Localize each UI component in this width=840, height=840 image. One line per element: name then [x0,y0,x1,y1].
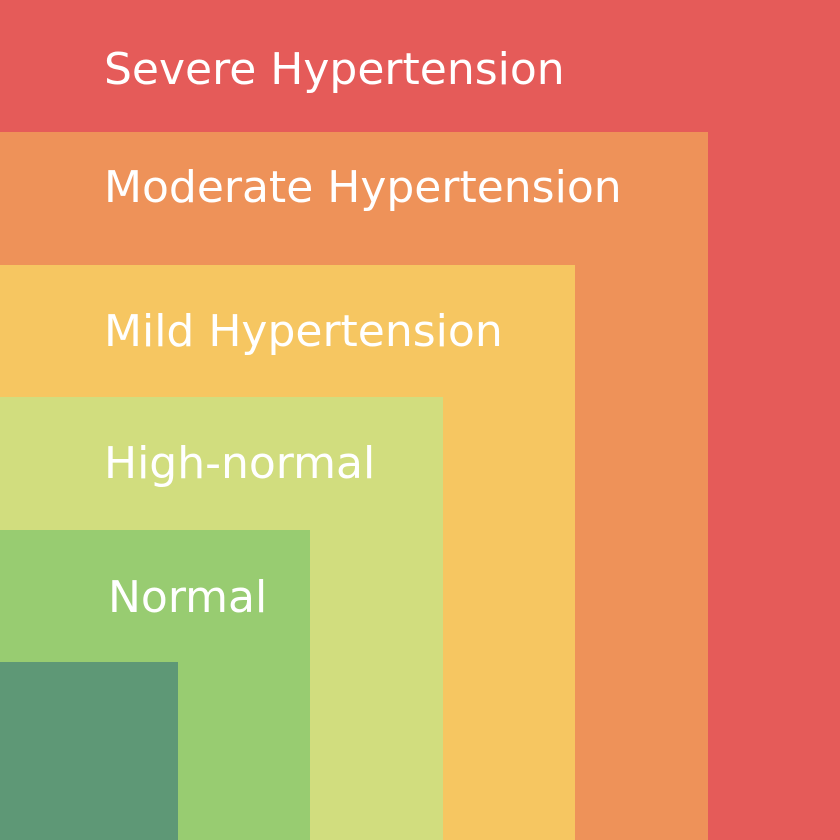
label-mild-hypertension: Mild Hypertension [104,306,503,357]
label-moderate-hypertension: Moderate Hypertension [104,162,622,213]
label-severe-hypertension: Severe Hypertension [104,44,565,95]
label-high-normal: High-normal [104,438,376,489]
band-optimal [0,662,178,840]
label-normal: Normal [108,572,268,623]
